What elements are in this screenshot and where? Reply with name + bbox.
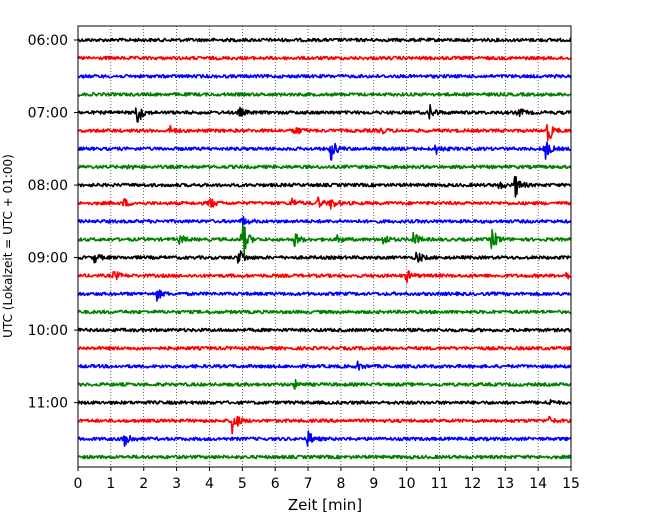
trace-row xyxy=(77,270,572,284)
trace-row xyxy=(77,141,572,161)
trace-row xyxy=(77,73,572,79)
x-tick-label: 3 xyxy=(172,476,181,492)
y-axis-ticks: 06:00 07:00 08:00 09:00 10:00 11:00 xyxy=(28,33,78,412)
trace-row xyxy=(77,55,572,61)
y-tick-label: 10:00 xyxy=(28,323,68,339)
trace-row xyxy=(77,224,572,256)
y-tick-label: 11:00 xyxy=(28,396,68,412)
trace-row xyxy=(77,309,572,315)
trace-row xyxy=(77,175,572,198)
x-tick-label: 13 xyxy=(496,476,514,492)
x-tick-label: 5 xyxy=(238,476,247,492)
trace-row xyxy=(77,415,572,435)
y-tick-label: 07:00 xyxy=(28,106,68,122)
x-tick-label: 7 xyxy=(304,476,313,492)
x-axis-ticks: 0 1 2 3 4 5 6 7 8 9 10 11 12 13 14 15 xyxy=(74,467,580,492)
y-tick-label: 06:00 xyxy=(28,33,68,49)
x-tick-label: 8 xyxy=(336,476,345,492)
trace-row xyxy=(77,430,572,447)
x-tick-label: 12 xyxy=(463,476,481,492)
x-tick-label: 0 xyxy=(74,476,83,492)
trace-row xyxy=(77,289,572,302)
trace-row xyxy=(77,164,572,170)
trace-row xyxy=(77,92,572,97)
x-tick-label: 4 xyxy=(205,476,214,492)
y-axis-label: UTC (Lokalzeit = UTC + 01:00) xyxy=(1,154,15,338)
x-axis-label: Zeit [min] xyxy=(288,496,362,514)
y-tick-label: 08:00 xyxy=(28,178,68,194)
seismic-traces xyxy=(77,37,572,460)
trace-row xyxy=(77,124,572,142)
trace-row xyxy=(77,360,572,371)
x-tick-label: 9 xyxy=(369,476,378,492)
trace-row xyxy=(77,215,572,226)
trace-row xyxy=(77,196,572,210)
x-tick-label: 1 xyxy=(106,476,115,492)
trace-row xyxy=(77,327,572,333)
x-tick-label: 15 xyxy=(562,476,580,492)
x-tick-label: 10 xyxy=(398,476,416,492)
plot-frame xyxy=(77,25,572,468)
x-tick-label: 14 xyxy=(529,476,547,492)
trace-row xyxy=(77,454,572,460)
trace-row xyxy=(77,399,572,406)
y-tick-label: 09:00 xyxy=(28,251,68,267)
x-tick-label: 11 xyxy=(431,476,449,492)
x-tick-label: 6 xyxy=(271,476,280,492)
trace-row xyxy=(77,379,572,390)
trace-row xyxy=(77,104,572,123)
trace-row xyxy=(77,345,572,351)
trace-row xyxy=(77,250,572,264)
trace-row xyxy=(77,37,572,43)
x-tick-label: 2 xyxy=(139,476,148,492)
